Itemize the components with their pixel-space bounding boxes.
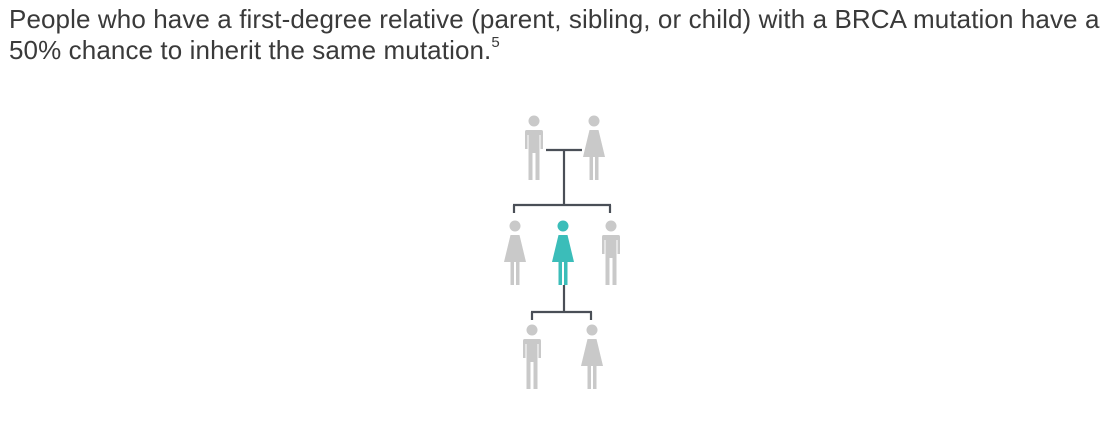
family-connector-lines <box>512 148 612 320</box>
siblings-generation <box>504 220 620 285</box>
sibling-male-icon <box>602 220 620 285</box>
caption-text: People who have a first-degree relative … <box>9 4 1109 66</box>
child-male-icon <box>523 324 541 389</box>
sibling-female-icon <box>504 220 526 285</box>
sibling-female-icon-highlighted <box>552 220 574 285</box>
parent-female-icon <box>583 115 605 180</box>
children-generation <box>523 324 603 389</box>
caption-body: People who have a first-degree relative … <box>9 4 1100 65</box>
parent-male-icon <box>525 115 543 180</box>
child-female-icon <box>581 324 603 389</box>
footnote-marker: 5 <box>491 34 500 52</box>
